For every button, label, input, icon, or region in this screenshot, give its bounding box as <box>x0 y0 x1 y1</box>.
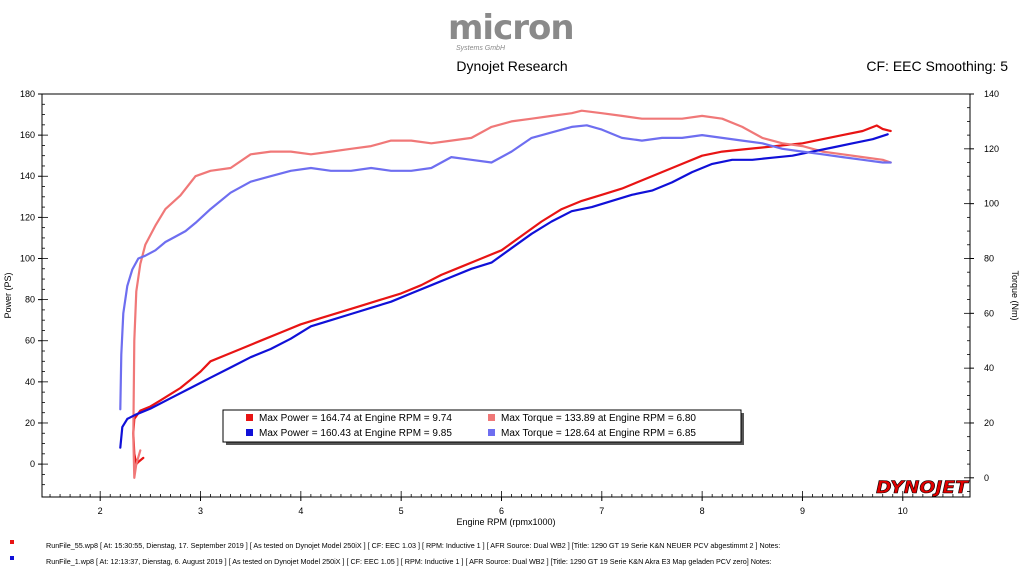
y2-tick-label: 120 <box>984 144 999 154</box>
run-color-marker <box>10 540 14 544</box>
smoothing-label: CF: EEC Smoothing: 5 <box>866 58 1008 74</box>
legend-label: Max Torque = 128.64 at Engine RPM = 6.85 <box>501 428 696 439</box>
run-info-line: RunFile_55.wp8 [ At: 15:30:55, Dienstag,… <box>46 541 781 550</box>
y-tick-label: 60 <box>25 336 35 346</box>
y2-tick-label: 80 <box>984 253 994 263</box>
x-tick-label: 6 <box>499 506 504 516</box>
series-line-3 <box>119 133 889 449</box>
x-tick-label: 9 <box>800 506 805 516</box>
x-tick-label: 7 <box>599 506 604 516</box>
x-tick-label: 5 <box>399 506 404 516</box>
x-axis-label: Engine RPM (rpmx1000) <box>456 517 555 527</box>
legend-label: Max Power = 164.74 at Engine RPM = 9.74 <box>259 413 452 424</box>
y-tick-label: 20 <box>25 418 35 428</box>
y2-tick-label: 20 <box>984 418 994 428</box>
x-tick-label: 4 <box>298 506 303 516</box>
legend-swatch <box>488 414 495 421</box>
y2-tick-label: 60 <box>984 308 994 318</box>
y-tick-label: 100 <box>20 253 35 263</box>
y-tick-label: 40 <box>25 377 35 387</box>
y2-axis-label: Torque (Nm) <box>1010 270 1020 320</box>
y-tick-label: 180 <box>20 89 35 99</box>
y2-tick-label: 100 <box>984 199 999 209</box>
y-tick-label: 80 <box>25 295 35 305</box>
legend-swatch <box>488 429 495 436</box>
run-color-marker <box>10 556 14 560</box>
y-axis-label: Power (PS) <box>3 272 13 318</box>
y-tick-label: 120 <box>20 212 35 222</box>
x-tick-label: 3 <box>198 506 203 516</box>
legend-label: Max Power = 160.43 at Engine RPM = 9.85 <box>259 428 452 439</box>
x-tick-label: 10 <box>898 506 908 516</box>
chart-title: Dynojet Research <box>456 58 568 74</box>
x-tick-label: 8 <box>700 506 705 516</box>
logo-subtitle: Systems GmbH <box>456 45 506 52</box>
micron-logo: micron Systems GmbH <box>448 8 578 56</box>
legend-swatch <box>246 429 253 436</box>
y-tick-label: 140 <box>20 171 35 181</box>
y2-tick-label: 140 <box>984 89 999 99</box>
dynojet-logo: DYNOJET <box>876 478 970 498</box>
run-info-line: RunFile_1.wp8 [ At: 12:13:37, Dienstag, … <box>46 557 772 566</box>
y-tick-label: 0 <box>30 459 35 469</box>
legend-swatch <box>246 414 253 421</box>
y2-tick-label: 0 <box>984 473 989 483</box>
logo-text: micron <box>448 8 575 48</box>
legend-box <box>222 409 742 443</box>
y2-tick-label: 40 <box>984 363 994 373</box>
series-line-2 <box>132 109 892 479</box>
series-line-4 <box>119 124 892 411</box>
x-tick-label: 2 <box>98 506 103 516</box>
series-line-1 <box>132 124 892 466</box>
legend-label: Max Torque = 133.89 at Engine RPM = 6.80 <box>501 413 696 424</box>
y-tick-label: 160 <box>20 130 35 140</box>
